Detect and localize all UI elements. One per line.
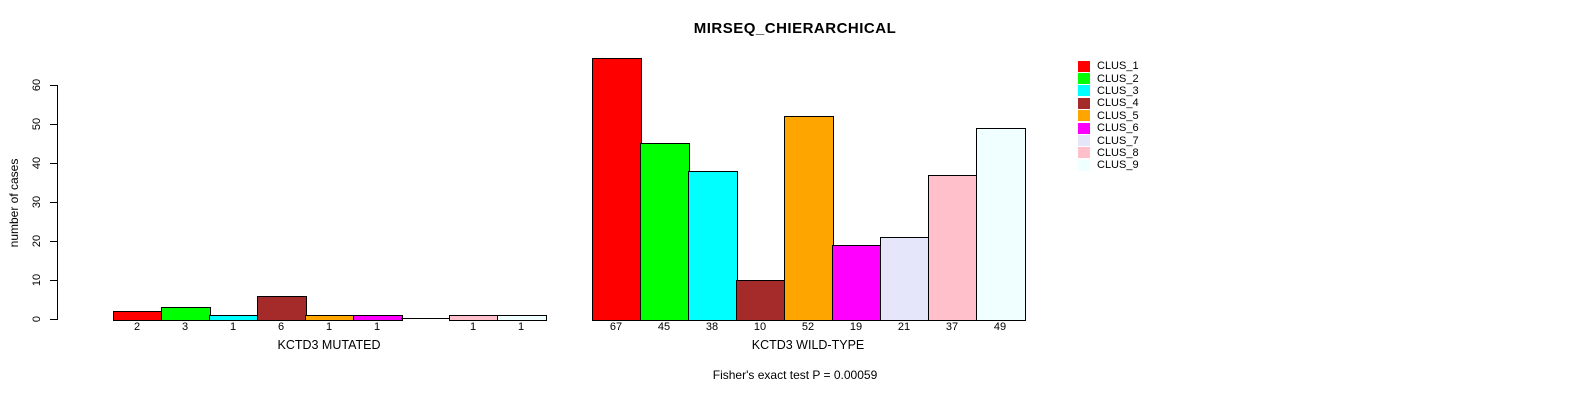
legend-item-CLUS_4: CLUS_4 <box>1078 97 1139 109</box>
legend-item-CLUS_1: CLUS_1 <box>1078 60 1139 72</box>
legend-swatch <box>1078 97 1090 109</box>
y-tick-label: 40 <box>31 156 43 170</box>
legend: CLUS_1 CLUS_2 CLUS_3 CLUS_4 CLUS_5 CLUS_6 CLUS… <box>1078 60 1139 172</box>
y-tick <box>50 241 57 242</box>
legend-item-CLUS_2: CLUS_2 <box>1078 72 1139 85</box>
y-tick <box>50 124 57 125</box>
y-axis-line <box>57 85 58 320</box>
legend-item-CLUS_8: CLUS_8 <box>1078 147 1139 159</box>
bar-value-label: 19 <box>849 321 863 333</box>
bar-CLUS_1 <box>592 58 642 321</box>
bar-CLUS_4 <box>736 280 786 321</box>
bar-value-label: 37 <box>945 321 959 333</box>
legend-swatch <box>1078 135 1090 147</box>
legend-swatch <box>1078 73 1090 85</box>
legend-swatch <box>1078 147 1090 159</box>
y-tick-label: 10 <box>31 273 43 287</box>
y-tick-label: 60 <box>31 78 43 92</box>
legend-label: CLUS_7 <box>1097 134 1139 147</box>
bar-value-label: 1 <box>325 321 333 333</box>
legend-label: CLUS_9 <box>1097 159 1139 172</box>
legend-label: CLUS_4 <box>1097 97 1139 110</box>
bar-CLUS_9 <box>497 315 547 321</box>
bar-CLUS_8 <box>928 175 978 321</box>
y-tick-label: 50 <box>31 117 43 131</box>
legend-swatch <box>1078 60 1090 72</box>
group-x-axis-label: KCTD3 MUTATED <box>277 338 381 352</box>
bar-value-label: 2 <box>133 321 141 333</box>
bar-CLUS_9 <box>976 128 1026 321</box>
bar-value-label: 1 <box>229 321 237 333</box>
bar-value-label: 38 <box>705 321 719 333</box>
legend-label: CLUS_5 <box>1097 109 1139 122</box>
legend-swatch <box>1078 110 1090 122</box>
legend-item-CLUS_5: CLUS_5 <box>1078 110 1139 122</box>
bar-CLUS_1 <box>113 311 163 321</box>
legend-swatch <box>1078 159 1090 171</box>
y-tick-label: 20 <box>31 234 43 248</box>
y-axis-title: number of cases <box>7 158 21 248</box>
annotation-fisher-test: Fisher's exact test P = 0.00059 <box>712 368 878 382</box>
bar-CLUS_2 <box>161 307 211 321</box>
bar-value-label: 1 <box>517 321 525 333</box>
legend-item-CLUS_3: CLUS_3 <box>1078 85 1139 97</box>
legend-label: CLUS_1 <box>1097 60 1139 73</box>
bar-value-label: 45 <box>657 321 671 333</box>
y-tick-label: 0 <box>31 315 43 323</box>
bar-value-label: 1 <box>373 321 381 333</box>
legend-item-CLUS_7: CLUS_7 <box>1078 134 1139 147</box>
bar-CLUS_7 <box>401 318 451 319</box>
bar-value-label: 3 <box>181 321 189 333</box>
bar-value-label: 1 <box>469 321 477 333</box>
bar-value-label: 52 <box>801 321 815 333</box>
bar-CLUS_4 <box>257 296 307 321</box>
bar-CLUS_7 <box>880 237 930 321</box>
bar-CLUS_2 <box>640 143 690 321</box>
y-tick <box>50 85 57 86</box>
bar-CLUS_6 <box>832 245 882 321</box>
group-x-axis-label: KCTD3 WILD-TYPE <box>751 338 865 352</box>
bar-value-label: 67 <box>609 321 623 333</box>
bar-value-label: 49 <box>993 321 1007 333</box>
bar-CLUS_3 <box>688 171 738 321</box>
y-tick-label: 30 <box>31 195 43 209</box>
bar-value-label: 21 <box>897 321 911 333</box>
legend-label: CLUS_3 <box>1097 84 1139 97</box>
legend-item-CLUS_9: CLUS_9 <box>1078 159 1139 171</box>
y-tick <box>50 280 57 281</box>
bar-CLUS_5 <box>784 116 834 321</box>
legend-label: CLUS_8 <box>1097 146 1139 159</box>
legend-swatch <box>1078 122 1090 134</box>
bar-value-label: 6 <box>277 321 285 333</box>
legend-swatch <box>1078 85 1090 97</box>
chart-title: MIRSEQ_CHIERARCHICAL <box>693 20 897 37</box>
y-tick <box>50 202 57 203</box>
y-tick <box>50 163 57 164</box>
legend-item-CLUS_6: CLUS_6 <box>1078 122 1139 134</box>
legend-label: CLUS_6 <box>1097 122 1139 135</box>
legend-label: CLUS_2 <box>1097 72 1139 85</box>
bar-value-label: 10 <box>753 321 767 333</box>
y-tick <box>50 319 57 320</box>
